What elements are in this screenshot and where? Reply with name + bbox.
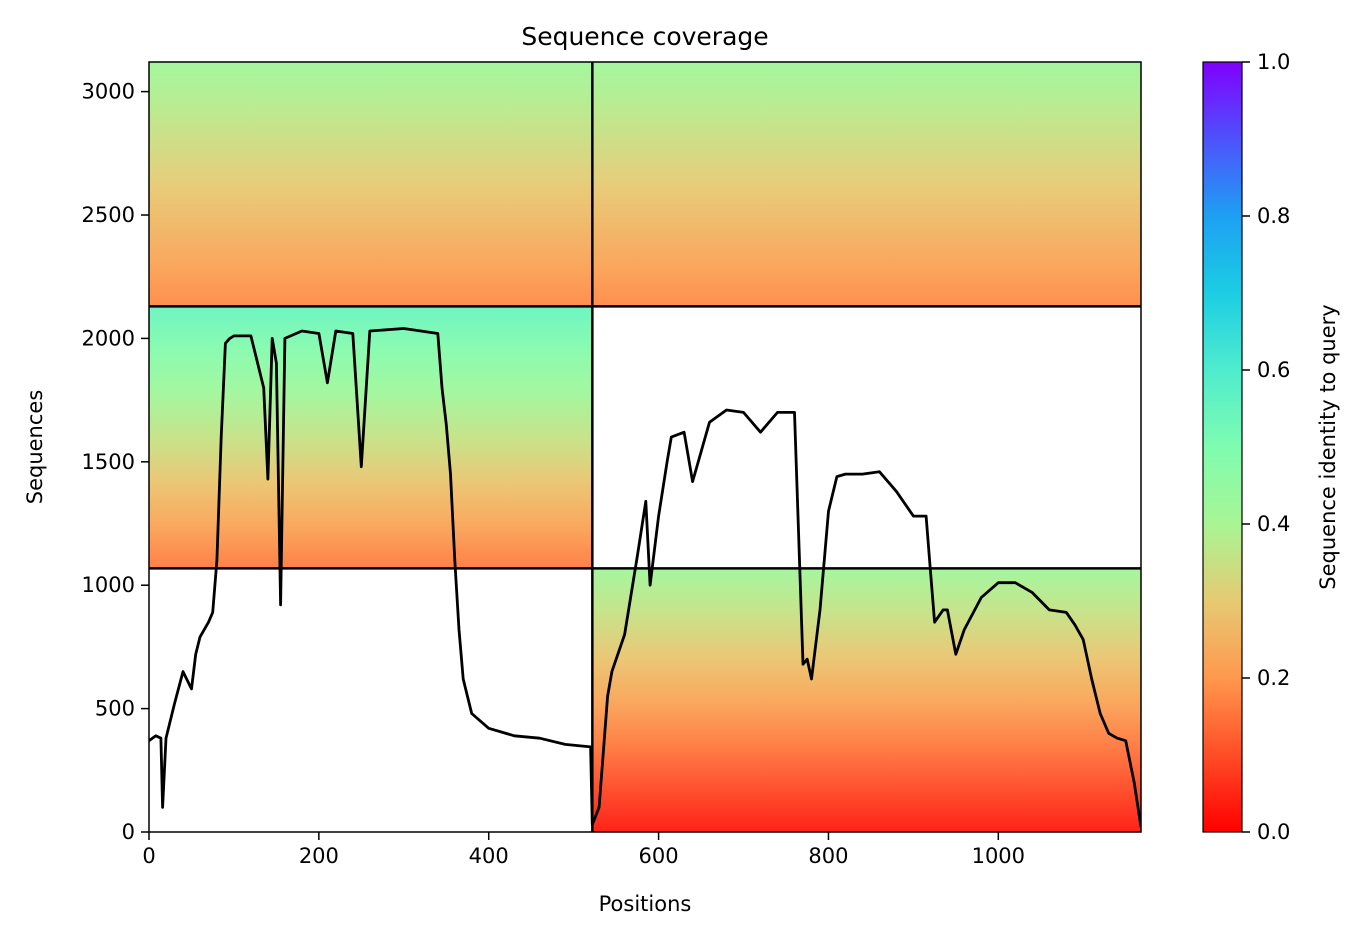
y-tick-label: 0: [122, 820, 135, 844]
y-tick-label: 1500: [82, 450, 135, 474]
x-tick-label: 800: [808, 844, 848, 868]
x-tick-label: 1000: [972, 844, 1025, 868]
coverage-block: [149, 62, 593, 307]
coverage-curve-group: [149, 327, 1141, 828]
x-tick-label: 400: [469, 844, 509, 868]
y-tick-label: 2500: [82, 203, 135, 227]
x-axis-label: Positions: [599, 892, 692, 916]
coverage-block: [592, 62, 1141, 307]
colorbar-tick-label: 0.4: [1257, 512, 1290, 536]
colorbar-tick-label: 1.0: [1257, 50, 1290, 74]
x-tick-label: 200: [299, 844, 339, 868]
plot-frame: [148, 61, 1142, 833]
colorbar-tick-label: 0.2: [1257, 666, 1290, 690]
x-tick-label: 0: [142, 844, 155, 868]
coverage-block: [592, 568, 1141, 832]
colorbar-ticks: 0.0 0.2 0.4 0.6 0.8 1.0: [1242, 50, 1290, 844]
colorbar-label: Sequence identity to query: [1316, 304, 1340, 589]
coverage-block: [149, 306, 593, 569]
y-axis-label: Sequences: [23, 390, 47, 505]
segment-boundaries: [149, 62, 1141, 832]
y-tick-label: 3000: [82, 80, 135, 104]
x-tick-label: 600: [639, 844, 679, 868]
y-tick-label: 500: [95, 697, 135, 721]
colorbar-tick-label: 0.6: [1257, 358, 1290, 382]
colorbar: [1202, 61, 1243, 833]
coverage-line: [149, 327, 1141, 828]
y-tick-label: 1000: [82, 573, 135, 597]
colorbar-tick-label: 0.0: [1257, 820, 1290, 844]
coverage-blocks: [149, 62, 1141, 832]
chart-title: Sequence coverage: [521, 22, 768, 51]
y-tick-label: 2000: [82, 326, 135, 350]
y-axis-ticks: 0 500 1000 1500 2000 2500 3000: [82, 80, 149, 844]
colorbar-tick-label: 0.8: [1257, 204, 1290, 228]
x-axis-ticks: 0 200 400 600 800 1000: [142, 832, 1025, 868]
